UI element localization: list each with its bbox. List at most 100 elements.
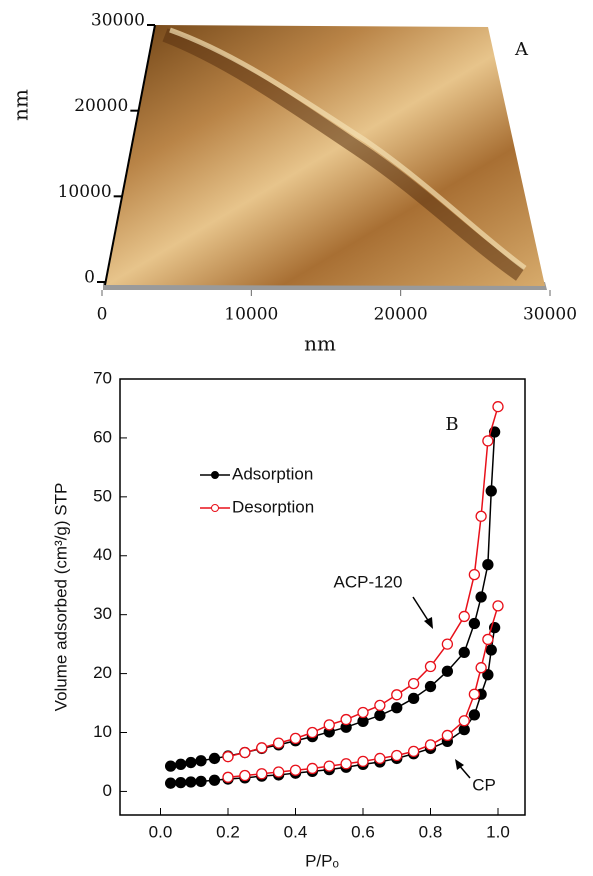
data-point <box>357 755 369 768</box>
data-point <box>441 665 454 677</box>
data-point <box>306 726 319 739</box>
y-axis-label: Volume adsorbed (cm³/g) STP <box>51 483 70 712</box>
data-point <box>391 689 403 701</box>
data-point <box>482 633 494 646</box>
y-tick-label: 40 <box>93 545 112 564</box>
data-point <box>391 702 403 714</box>
data-point <box>458 646 470 659</box>
legend-marker <box>211 504 219 512</box>
data-point <box>482 558 494 571</box>
y-tick-label: 60 <box>93 427 112 446</box>
annotation: CP <box>472 775 496 794</box>
panel-label: A <box>514 39 529 60</box>
legend-label: Desorption <box>232 497 314 516</box>
y-tick-label: 0 <box>84 268 95 288</box>
data-point <box>195 755 207 767</box>
y-tick-label: 70 <box>93 368 112 387</box>
data-point <box>482 435 494 447</box>
x-tick-label: 0 <box>97 305 108 325</box>
data-point <box>374 752 386 765</box>
legend-marker <box>211 471 219 479</box>
data-point <box>468 688 481 700</box>
x-tick-label: 0.8 <box>419 822 443 841</box>
x-tick-label: 30000 <box>523 305 577 325</box>
x-tick-label: 1.0 <box>486 822 510 841</box>
data-point <box>407 745 420 758</box>
data-point <box>482 669 494 681</box>
annotation-arrowhead <box>424 617 433 629</box>
data-point <box>374 699 386 712</box>
data-point <box>175 776 187 789</box>
y-axis-label: nm <box>9 89 33 121</box>
data-point <box>164 777 177 789</box>
x-tick-label: 0.6 <box>351 822 375 841</box>
panel-label: B <box>445 414 458 435</box>
data-point <box>441 729 454 742</box>
data-point <box>475 510 487 522</box>
y-tick-label: 20 <box>93 663 112 682</box>
x-axis-label: nm <box>304 332 336 356</box>
annotation: ACP-120 <box>334 572 403 591</box>
data-point <box>306 762 319 775</box>
data-point <box>468 617 481 630</box>
z-axis <box>104 24 156 286</box>
x-tick-label: 0.0 <box>149 822 173 841</box>
data-point <box>391 749 403 762</box>
data-point <box>256 742 268 754</box>
data-point <box>340 758 352 770</box>
data-point <box>323 760 335 772</box>
x-tick-label: 10000 <box>224 305 278 325</box>
data-point <box>195 775 207 788</box>
data-point <box>492 600 504 612</box>
y-tick-label: 0 <box>103 781 112 800</box>
data-point <box>185 756 197 769</box>
data-point <box>289 764 302 776</box>
series-line <box>170 431 496 767</box>
data-point <box>475 591 487 603</box>
y-tick-label: 10000 <box>58 182 112 202</box>
data-point <box>289 732 302 745</box>
data-point <box>272 766 285 778</box>
data-point <box>222 751 234 763</box>
y-tick-label: 30000 <box>91 11 145 31</box>
data-point <box>340 713 352 726</box>
data-point <box>164 760 177 772</box>
surface-image <box>105 25 545 286</box>
data-point <box>208 774 221 786</box>
plot-frame <box>119 378 526 816</box>
data-point <box>323 719 335 731</box>
data-point <box>485 644 497 656</box>
data-point <box>239 746 251 759</box>
data-point <box>222 771 234 783</box>
data-point <box>424 660 437 673</box>
data-point <box>424 739 437 751</box>
x-axis-label: P/Pₒ <box>305 851 339 870</box>
data-point <box>485 485 497 497</box>
data-point <box>185 776 197 788</box>
data-point <box>256 768 268 780</box>
surface-ridge <box>162 28 525 281</box>
data-point <box>407 692 420 704</box>
data-point <box>357 706 369 719</box>
data-point <box>468 709 481 721</box>
data-point <box>441 638 454 650</box>
y-tick-label: 10 <box>93 722 112 741</box>
data-point <box>458 610 470 623</box>
legend-label: Adsorption <box>232 464 313 483</box>
x-tick-label: 0.4 <box>284 822 308 841</box>
y-tick-label: 50 <box>93 486 112 505</box>
x-tick-label: 0.2 <box>216 822 240 841</box>
data-point <box>208 752 221 765</box>
surface-ridge-highlight <box>169 27 527 271</box>
data-point <box>175 758 187 770</box>
data-point <box>407 677 420 690</box>
data-point <box>374 709 386 722</box>
data-point <box>468 568 481 581</box>
data-point <box>492 401 504 413</box>
y-tick-label: 30 <box>93 604 112 623</box>
data-point <box>488 426 501 438</box>
series-line <box>227 605 499 779</box>
data-point <box>475 662 487 674</box>
annotation-arrowhead <box>455 759 464 770</box>
